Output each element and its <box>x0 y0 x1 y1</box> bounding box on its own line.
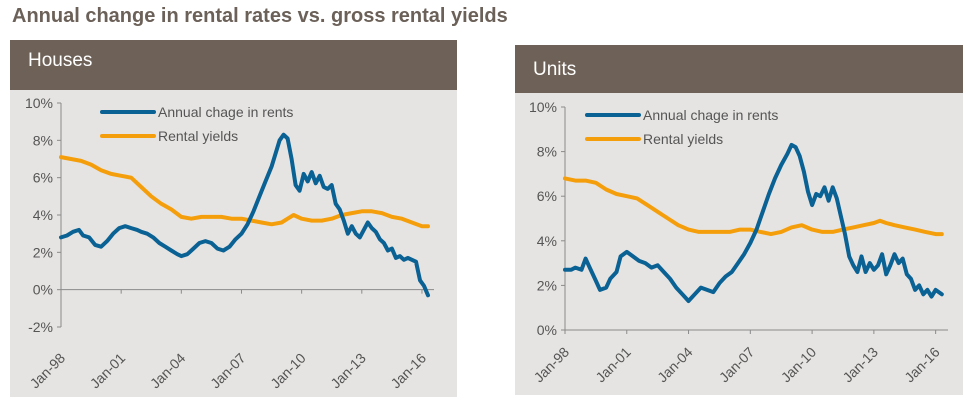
houses-y-tick-label: 10% <box>25 95 53 111</box>
units-chart-header: Units <box>515 45 963 93</box>
houses-legend-label: Rental yields <box>158 128 238 144</box>
units-x-tick-label: Jan-10 <box>778 344 820 386</box>
houses-chart-panel: Houses 10% 8% 6% 4% 2% 0% -2% Jan-98 Jan-01 Jan-0… <box>10 40 457 397</box>
units-rents-line <box>563 142 944 303</box>
houses-legend-label: Annual chage in rents <box>158 104 293 120</box>
houses-rents-line <box>59 132 430 298</box>
houses-chart: 10% 8% 6% 4% 2% 0% -2% Jan-98 Jan-01 Jan-04 Jan-07… <box>25 95 434 392</box>
units-x-tick-label: Jan-13 <box>839 344 881 386</box>
units-x-tick-label: Jan-01 <box>592 344 634 386</box>
houses-chart-header: Houses <box>10 40 457 90</box>
houses-y-tick-label: 8% <box>33 132 53 148</box>
units-chart: 10% 8% 6% 4% 2% 0% Jan-98 Jan-01 Jan-04 Jan-07 Jan… <box>529 99 948 386</box>
units-y-tick-label: 2% <box>537 277 557 293</box>
units-chart-panel: Units 10% 8% 6% 4% 2% 0% Jan-98 Jan-01 Jan-04 Jan… <box>515 45 963 395</box>
units-x-tick-label: Jan-16 <box>901 344 943 386</box>
houses-y-tick-label: 6% <box>33 170 53 186</box>
houses-x-tick-label: Jan-04 <box>147 350 189 392</box>
houses-y-tick-label: 2% <box>33 244 53 260</box>
units-y-tick-label: 10% <box>529 99 557 115</box>
units-y-tick-label: 4% <box>537 233 557 249</box>
units-y-tick-label: 0% <box>537 322 557 338</box>
houses-x-tick-label: Jan-10 <box>267 350 309 392</box>
page-title: Annual change in rental rates vs. gross … <box>12 5 508 27</box>
houses-x-tick-label: Jan-13 <box>327 350 369 392</box>
units-legend-label: Rental yields <box>643 131 723 147</box>
units-y-tick-label: 6% <box>537 188 557 204</box>
houses-y-tick-label: 0% <box>33 282 53 298</box>
units-yields-line <box>563 176 944 237</box>
units-x-tick-label: Jan-98 <box>531 344 573 386</box>
units-legend-label: Annual chage in rents <box>643 107 778 123</box>
units-x-tick-label: Jan-04 <box>654 344 696 386</box>
units-x-tick-label: Jan-07 <box>716 344 758 386</box>
houses-y-tick-label: -2% <box>28 319 53 335</box>
units-y-tick-label: 8% <box>537 144 557 160</box>
houses-x-tick-label: Jan-16 <box>388 350 430 392</box>
houses-yields-line <box>59 155 430 229</box>
houses-x-tick-label: Jan-01 <box>87 350 129 392</box>
houses-x-tick-label: Jan-07 <box>207 350 249 392</box>
houses-y-tick-label: 4% <box>33 207 53 223</box>
houses-x-tick-label: Jan-98 <box>27 350 69 392</box>
